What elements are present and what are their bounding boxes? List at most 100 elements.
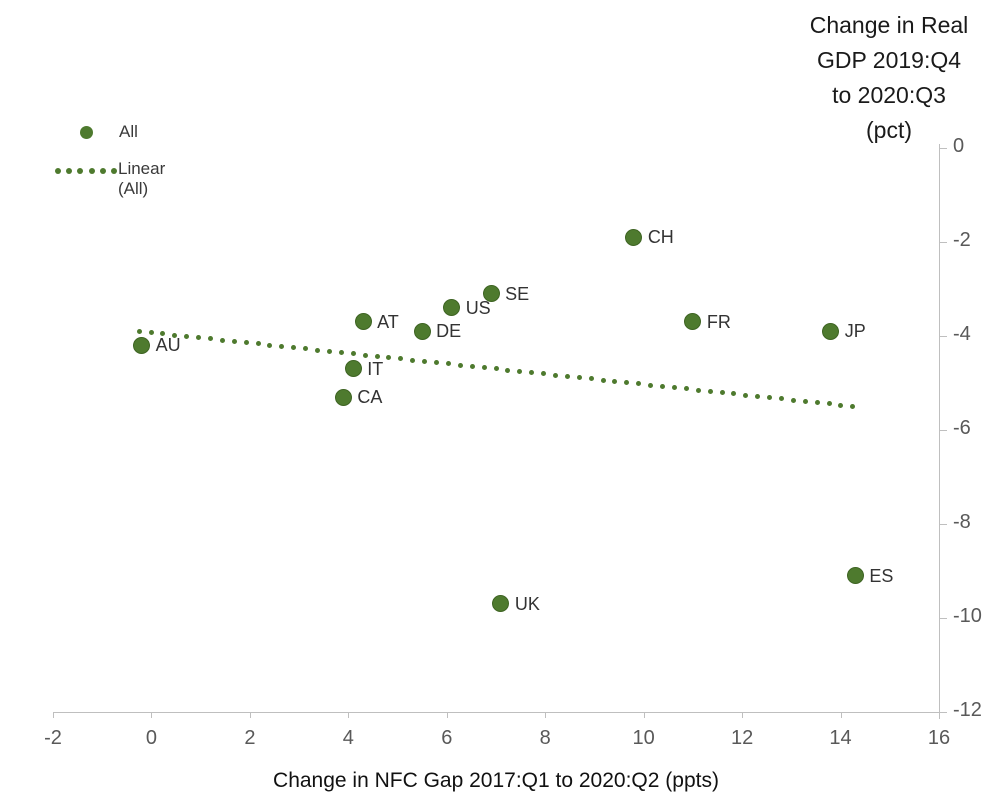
trendline-dot <box>636 381 642 387</box>
x-axis-tick-label: 12 <box>730 727 754 749</box>
trendline-dot <box>398 356 404 362</box>
trendline-dot <box>255 341 261 347</box>
x-axis-tick <box>151 712 153 718</box>
trendline-dot <box>612 378 618 384</box>
data-point-uk <box>492 595 510 613</box>
trendline-dot <box>660 383 666 389</box>
data-point-it <box>344 360 362 378</box>
x-axis-tick-label: 0 <box>145 727 157 749</box>
trendline-dot <box>422 358 428 364</box>
trendline-dot <box>767 395 773 401</box>
x-axis-tick <box>348 712 350 718</box>
y-axis-tick <box>939 148 947 149</box>
trendline-dot <box>588 376 594 382</box>
trendline-dot <box>505 367 511 373</box>
trendline-dot <box>303 346 309 352</box>
trendline-dot <box>445 361 451 367</box>
data-point-label-fr: FR <box>706 311 731 332</box>
trendline-dot <box>184 333 190 339</box>
trendline-dot <box>136 328 142 334</box>
trendline-dot <box>790 397 796 403</box>
trendline-dot <box>552 372 558 378</box>
legend-line-dot <box>77 167 84 174</box>
trendline-dot <box>481 365 487 371</box>
data-point-se <box>482 285 500 303</box>
y-axis-tick <box>939 336 947 337</box>
trendline-dot <box>267 342 273 348</box>
trendline-dot <box>410 357 416 363</box>
trendline-dot <box>160 331 166 337</box>
y-axis-tick-label: -12 <box>953 699 982 721</box>
trendline-dot <box>731 391 737 397</box>
trendline-dot <box>541 371 547 377</box>
y-axis-title: Change in Real GDP 2019:Q4 to 2020:Q3 (p… <box>784 8 994 148</box>
trendline-dot <box>315 347 321 353</box>
trendline-dot <box>814 400 820 406</box>
trendline-dot <box>196 335 202 341</box>
trendline-dot <box>326 348 332 354</box>
trendline-dot <box>600 377 606 383</box>
data-point-au <box>133 336 151 354</box>
y-axis-title-line: (pct) <box>866 117 912 143</box>
y-axis-title-line: to 2020:Q3 <box>832 82 946 108</box>
y-axis-tick-label: 0 <box>953 135 965 157</box>
data-point-fr <box>684 313 702 331</box>
legend-dot-marker-icon <box>80 126 93 139</box>
data-point-label-au: AU <box>155 335 181 356</box>
trendline-dot <box>208 336 213 342</box>
x-axis-tick-label: 10 <box>632 727 655 749</box>
trendline-dot <box>564 373 570 379</box>
x-axis-tick <box>643 712 645 718</box>
y-axis-title-line: Change in Real <box>809 12 969 38</box>
trendline-dot <box>434 360 440 366</box>
x-axis-tick <box>840 712 842 718</box>
trendline-dot <box>719 390 725 396</box>
y-axis-tick <box>939 524 947 525</box>
data-point-label-jp: JP <box>844 321 866 342</box>
trendline-dot <box>279 343 285 349</box>
trendline-dot <box>826 401 832 407</box>
x-axis-tick <box>545 712 547 718</box>
x-axis-tick <box>446 712 448 718</box>
data-point-de <box>413 322 431 340</box>
x-axis-tick-label: 2 <box>244 727 256 749</box>
x-axis-tick <box>249 712 251 718</box>
data-point-label-es: ES <box>869 565 894 586</box>
legend-dotted-line-icon <box>55 167 117 174</box>
x-axis-tick-label: 4 <box>342 727 354 749</box>
trendline-dot <box>172 332 178 338</box>
trendline-dot <box>291 345 297 351</box>
trendline-dot <box>529 370 535 376</box>
x-axis-tick-label: 16 <box>927 727 951 749</box>
data-point-at <box>354 313 372 331</box>
x-axis-tick <box>53 712 54 718</box>
legend-line-dot <box>66 167 73 174</box>
trendline-dot <box>838 402 844 408</box>
y-axis-title-line: GDP 2019:Q4 <box>816 47 962 73</box>
x-axis-tick-label: -2 <box>44 727 62 749</box>
data-point-label-ch: CH <box>647 227 674 248</box>
trendline-dot <box>576 375 582 381</box>
legend-label-all: All <box>119 122 138 141</box>
x-axis-line <box>53 712 940 713</box>
trendline-dot <box>648 382 654 388</box>
legend-line-dot <box>110 167 117 174</box>
y-axis-tick-label: -2 <box>953 229 971 251</box>
data-point-us <box>443 299 461 317</box>
x-axis-tick-label: 14 <box>829 727 852 749</box>
trendline-dot <box>707 388 713 394</box>
trendline-dot <box>374 353 380 359</box>
data-point-jp <box>822 322 840 340</box>
x-axis-tick <box>742 712 744 718</box>
y-axis-tick <box>939 712 947 713</box>
x-axis-tick-label: 8 <box>539 727 551 749</box>
data-point-label-us: US <box>465 297 491 318</box>
trendline-dot <box>350 351 356 357</box>
data-point-label-se: SE <box>505 283 530 304</box>
trendline-dot <box>219 337 225 343</box>
legend-label-linear: Linear (All) <box>118 159 166 198</box>
x-axis-title: Change in NFC Gap 2017:Q1 to 2020:Q2 (pp… <box>273 769 719 792</box>
trendline-dot <box>493 366 499 372</box>
trendline-dot <box>671 385 677 391</box>
